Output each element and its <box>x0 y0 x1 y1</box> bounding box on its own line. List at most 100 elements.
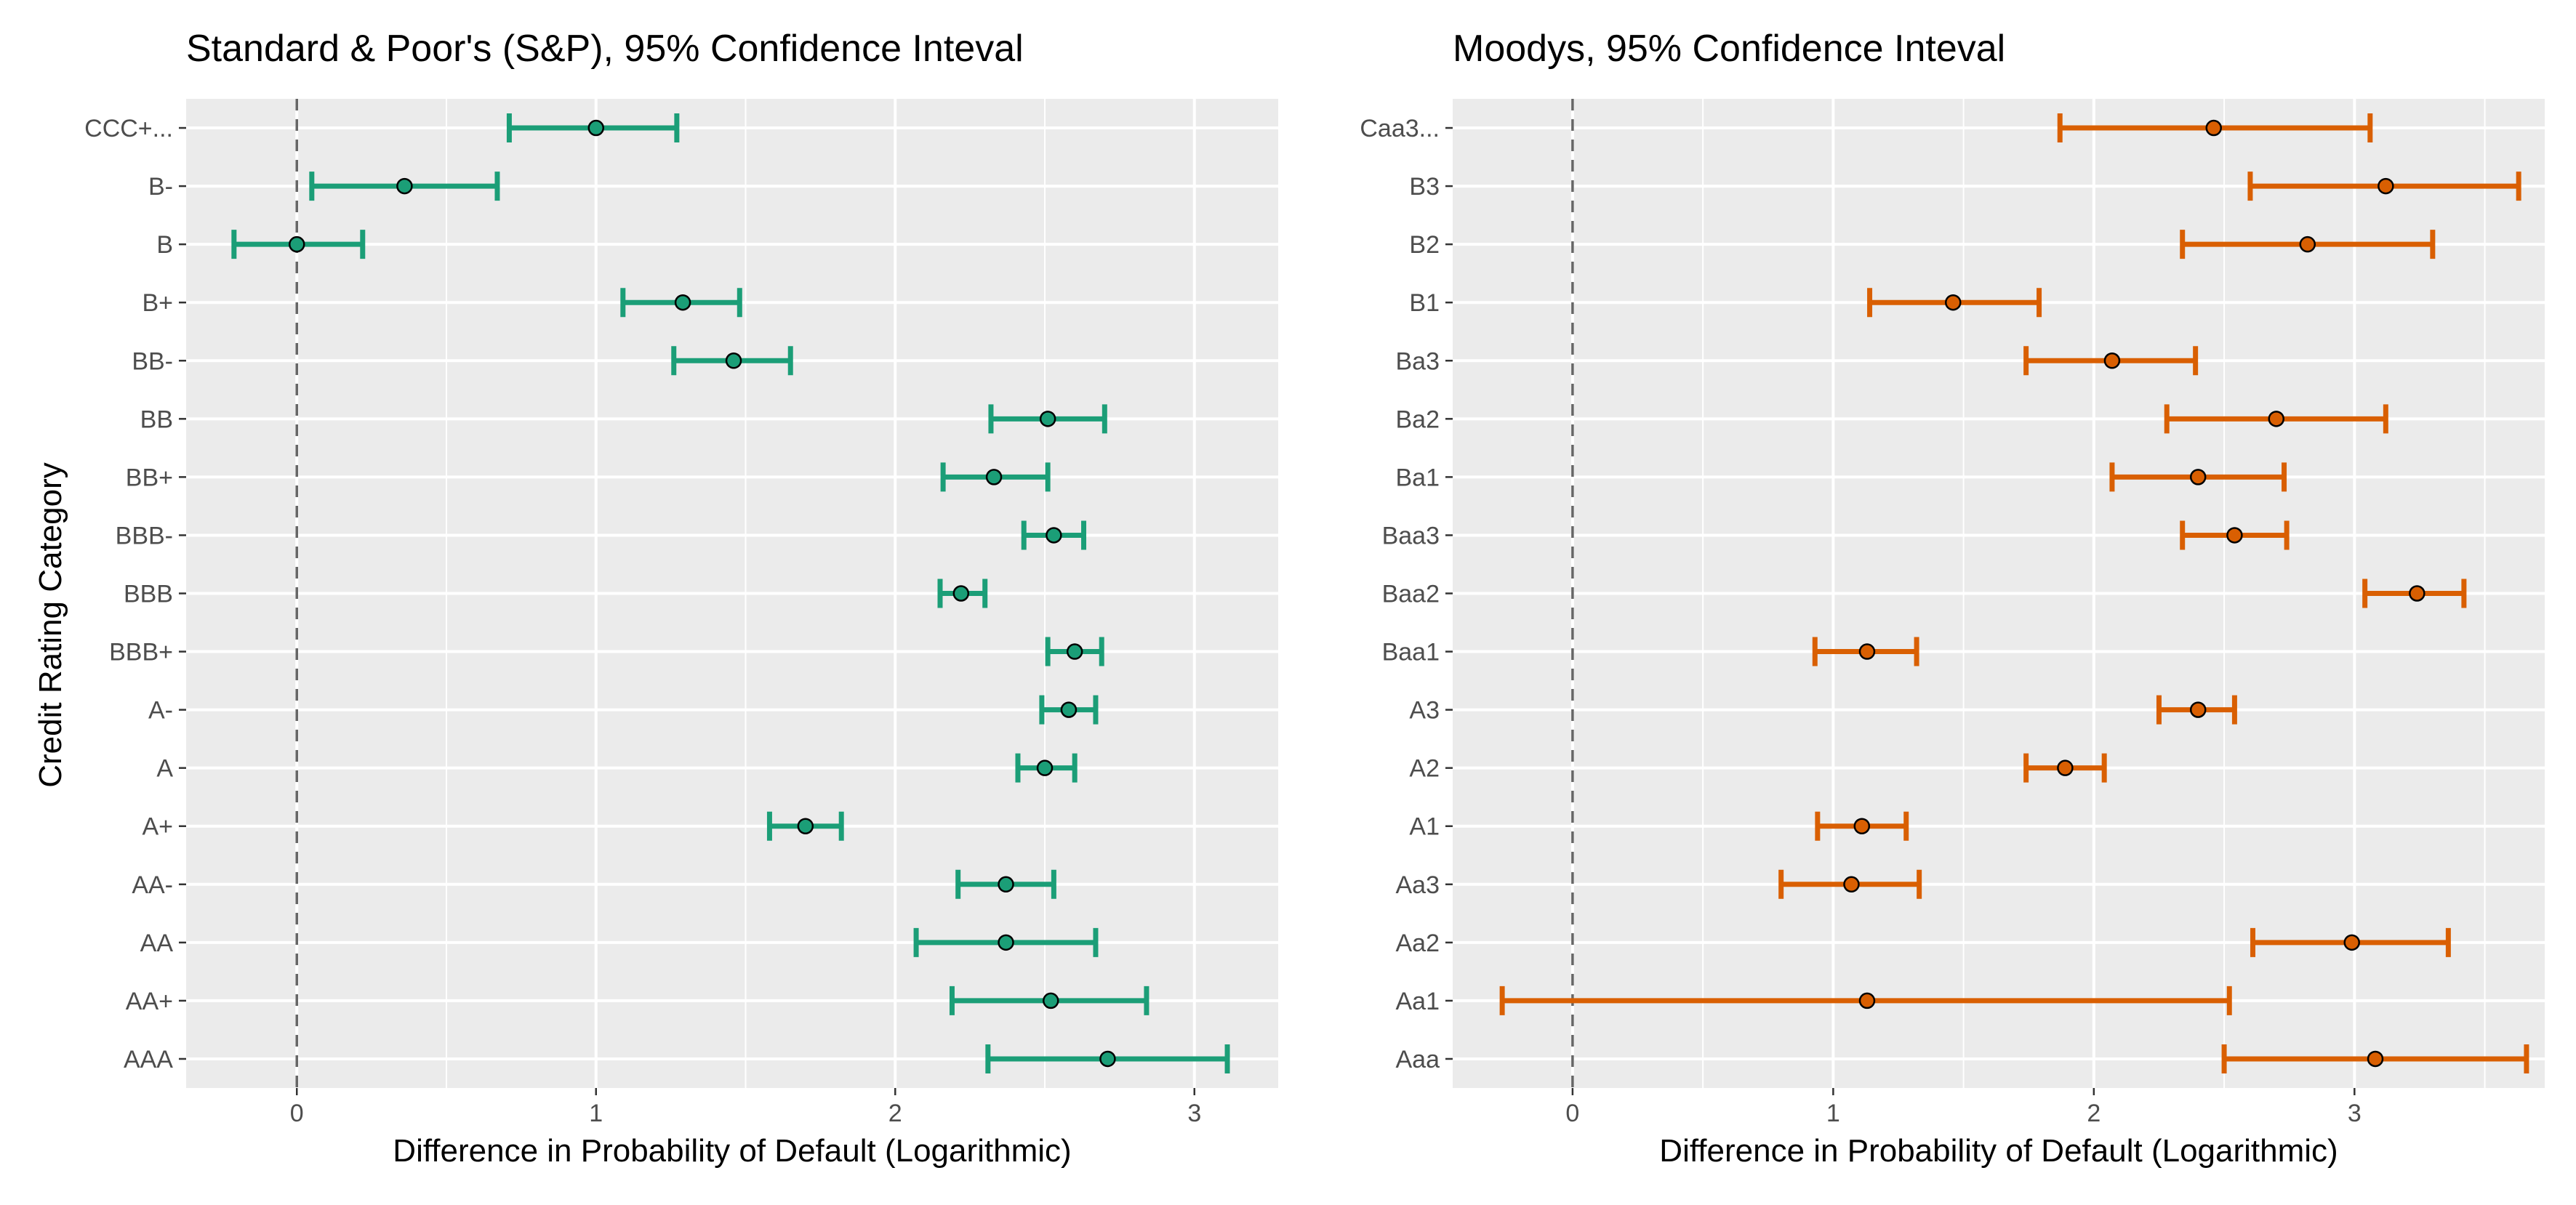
sp-y-tick-label: AA+ <box>126 988 173 1015</box>
moodys-y-tick-label: Aa1 <box>1396 988 1440 1015</box>
moodys-y-tick-label: Ba3 <box>1396 347 1440 375</box>
sp-errorbar-AA <box>913 927 1099 957</box>
moodys-errorbar-A3 <box>2156 695 2237 725</box>
moodys-x-tick-label: 3 <box>2348 1100 2362 1127</box>
sp-point-estimate <box>1046 527 1062 544</box>
moodys-x-axis-title: Difference in Probability of Default (Lo… <box>1659 1133 2338 1169</box>
moodys-y-tick-label: A2 <box>1409 755 1440 783</box>
sp-point-estimate <box>1039 411 1056 427</box>
moodys-y-tick-label: Baa2 <box>1382 581 1440 608</box>
moodys-point-estimate <box>2378 177 2394 195</box>
sp-y-tick-label: CCC+... <box>84 115 173 142</box>
moodys-point-estimate <box>2189 701 2207 718</box>
sp-errorbar-A+ <box>766 811 844 841</box>
sp-x-axis-title: Difference in Probability of Default (Lo… <box>393 1133 1071 1169</box>
sp-chart-title: Standard & Poor's (S&P), 95% Confidence … <box>186 28 1024 70</box>
sp-point-estimate <box>725 352 742 369</box>
sp-y-tick-label: BBB- <box>116 522 173 549</box>
moodys-errorbar-A1 <box>1815 811 1909 841</box>
moodys-point-estimate <box>2103 352 2121 369</box>
sp-y-tick-label: B- <box>148 173 173 201</box>
moodys-errorbar-Baa3 <box>2180 520 2290 550</box>
sp-errorbar-AA- <box>955 869 1056 899</box>
sp-x-tick-label: 1 <box>589 1100 603 1127</box>
sp-point-estimate <box>1043 992 1059 1009</box>
sp-errorbar-A- <box>1039 695 1099 725</box>
moodys-errorbar-Baa1 <box>1812 637 1919 666</box>
sp-y-tick-label: A <box>156 755 173 783</box>
sp-errorbar-BB+ <box>940 462 1051 492</box>
moodys-point-estimate <box>1858 992 1876 1009</box>
sp-errorbar-BBB- <box>1021 520 1087 550</box>
sp-x-tick-label: 0 <box>290 1100 304 1127</box>
sp-errorbar-AA+ <box>949 986 1149 1015</box>
moodys-errorbar-Ba1 <box>2109 462 2287 492</box>
sp-y-tick-label: BBB+ <box>109 639 173 666</box>
sp-x-tick-label: 3 <box>1187 1100 1201 1127</box>
sp-errorbar-B <box>231 230 366 259</box>
sp-errorbar-BBB <box>937 579 988 608</box>
moodys-point-estimate <box>2205 119 2222 137</box>
moodys-y-tick-label: B3 <box>1409 173 1440 201</box>
moodys-y-tick-label: Aa2 <box>1396 930 1440 957</box>
sp-errorbar-BB <box>988 404 1107 434</box>
sp-point-estimate <box>1036 759 1054 776</box>
moodys-y-tick-label: Aa3 <box>1396 871 1440 899</box>
moodys-y-tick-label: Baa3 <box>1382 522 1440 549</box>
moodys-y-tick-label: Ba1 <box>1396 464 1440 491</box>
y-axis-title: Credit Rating Category <box>33 462 68 788</box>
moodys-errorbar-Aaa <box>2221 1044 2529 1073</box>
sp-errorbar-B+ <box>620 288 742 318</box>
sp-y-tick-label: B <box>156 231 173 259</box>
moodys-errorbar-Ba2 <box>2164 404 2388 434</box>
sp-y-tick-label: AAA <box>124 1046 173 1073</box>
sp-point-estimate <box>396 177 413 195</box>
sp-point-estimate <box>1060 701 1078 718</box>
moodys-y-tick-label: Ba2 <box>1396 406 1440 433</box>
moodys-errorbar-B3 <box>2247 172 2521 201</box>
sp-panel: CCC+...B-BB+BB-BBBB+BBB-BBBBBB+A-AA+AA-A… <box>84 28 1278 1169</box>
sp-errorbar-AAA <box>985 1044 1230 1073</box>
sp-point-estimate <box>587 119 605 137</box>
sp-errorbar-A <box>1015 753 1078 783</box>
moodys-point-estimate <box>2226 527 2243 544</box>
sp-point-estimate <box>998 934 1014 951</box>
moodys-point-estimate <box>1945 294 1962 311</box>
moodys-errorbar-B1 <box>1867 288 2042 318</box>
sp-y-tick-label: BB+ <box>126 464 173 491</box>
moodys-errorbar-Caa3... <box>2057 113 2373 143</box>
sp-y-tick-label: AA <box>140 930 174 957</box>
moodys-panel: Caa3... B3 B2 B1 Ba3 Ba2 Ba1 Baa3 Baa2 Baa1 A3 A2 A1… <box>1360 28 2545 1169</box>
moodys-point-estimate <box>2367 1050 2384 1068</box>
moodys-point-estimate <box>2343 934 2360 951</box>
moodys-errorbar-Baa2 <box>2362 579 2467 608</box>
moodys-errorbar-Aa2 <box>2250 927 2451 957</box>
moodys-point-estimate <box>1858 643 1876 660</box>
moodys-point-estimate <box>1853 818 1871 834</box>
sp-point-estimate <box>985 469 1003 485</box>
sp-errorbar-CCC+... <box>506 113 680 143</box>
sp-point-estimate <box>674 294 691 311</box>
sp-point-estimate <box>1099 1050 1116 1068</box>
moodys-point-estimate <box>2057 759 2074 776</box>
sp-y-tick-label: AA- <box>132 871 173 899</box>
moodys-x-tick-label: 0 <box>1565 1100 1579 1127</box>
moodys-y-tick-label: B1 <box>1409 289 1440 317</box>
sp-y-tick-label: A+ <box>142 813 173 841</box>
sp-point-estimate <box>797 818 814 834</box>
moodys-errorbar-Aa1 <box>1499 986 2232 1015</box>
moodys-errorbar-Ba3 <box>2023 346 2199 376</box>
sp-y-tick-label: BB- <box>132 347 173 375</box>
moodys-errorbar-B2 <box>2180 230 2436 259</box>
sp-point-estimate <box>952 585 970 602</box>
moodys-y-tick-label: B2 <box>1409 231 1440 259</box>
sp-y-tick-label: A- <box>148 697 173 725</box>
moodys-errorbar-Aa3 <box>1778 869 1922 899</box>
moodys-point-estimate <box>2189 469 2207 485</box>
moodys-point-estimate <box>1843 876 1860 893</box>
moodys-y-tick-label: A3 <box>1409 697 1440 725</box>
sp-errorbar-BBB+ <box>1045 637 1104 666</box>
moodys-y-tick-label: Baa1 <box>1382 639 1440 666</box>
